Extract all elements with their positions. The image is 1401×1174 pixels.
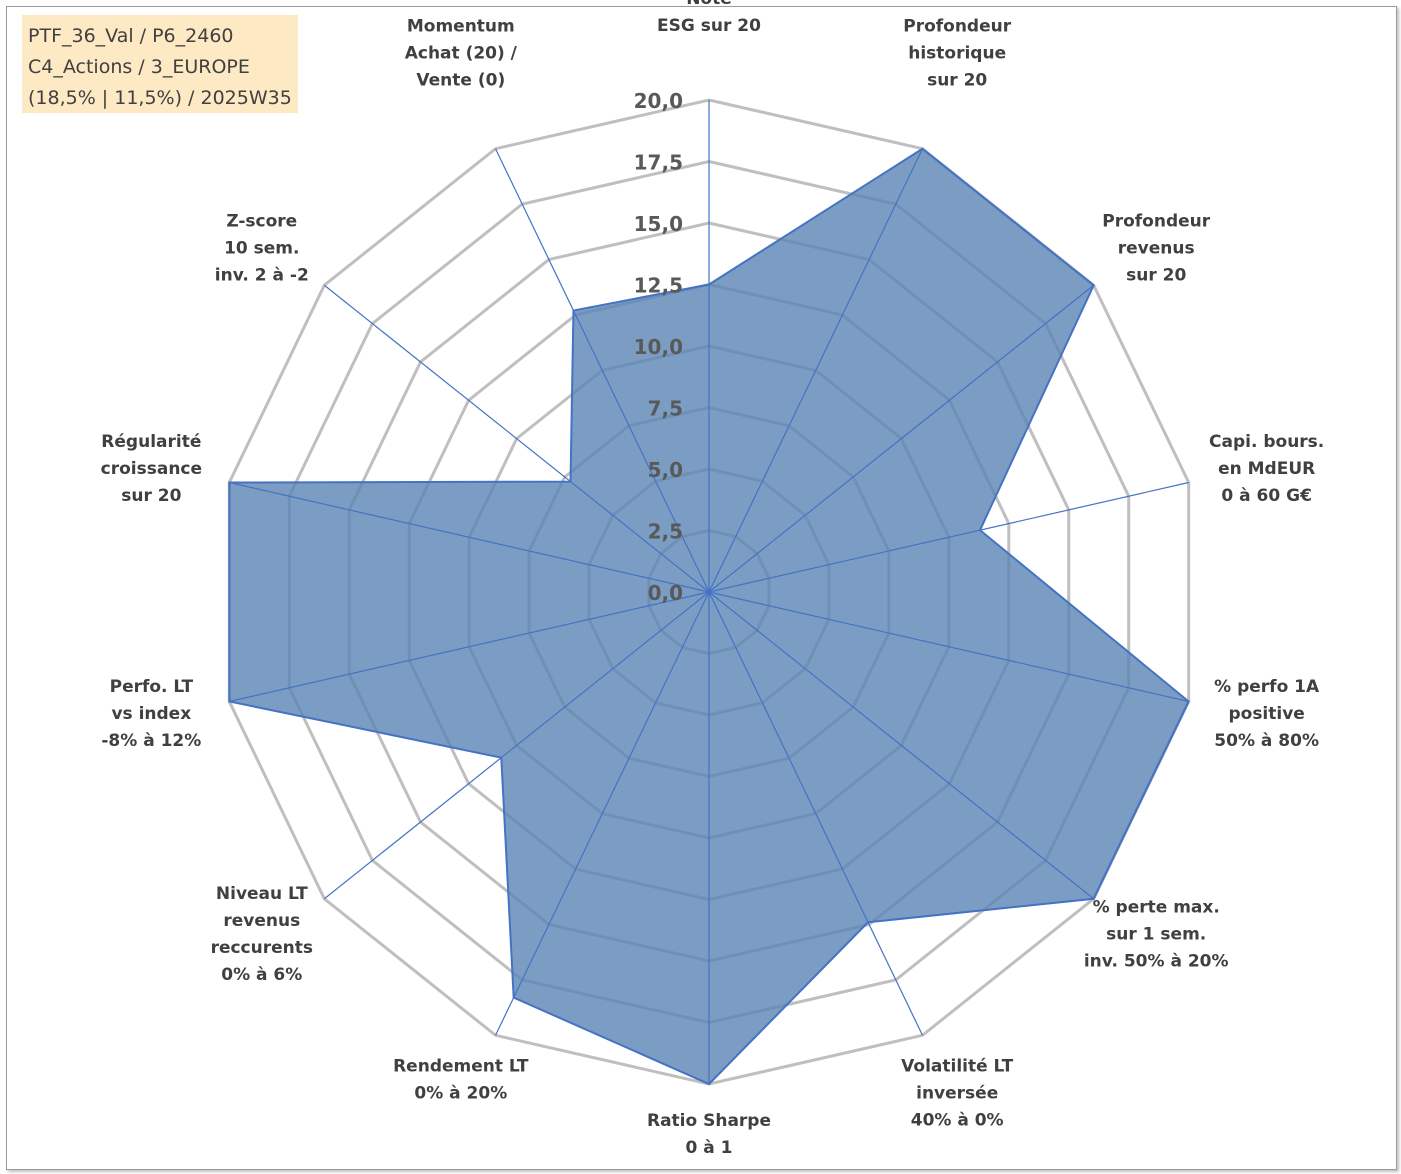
axis-label-11-line-1: croissance xyxy=(101,459,202,479)
axis-label-2-line-0: Profondeur xyxy=(1102,212,1211,232)
axis-label-6-line-1: inversée xyxy=(916,1084,998,1104)
tick-label-5: 12,5 xyxy=(634,274,683,298)
axis-label-9-line-3: 0% à 6% xyxy=(221,965,302,985)
axis-label-6: Volatilité LT inversée 40% à 0% xyxy=(901,1057,1013,1131)
spoke-4 xyxy=(708,591,1189,703)
axis-label-9-line-2: reccurents xyxy=(211,938,313,958)
spoke-9 xyxy=(323,591,710,900)
axis-label-12-line-2: inv. 2 à -2 xyxy=(215,266,309,286)
axis-label-0-line-1: ESG sur 20 xyxy=(657,16,761,36)
axis-label-5: % perte max. sur 1 sem. inv. 50% à 20% xyxy=(1084,897,1229,971)
axis-label-1-line-0: Profondeur xyxy=(903,16,1012,36)
axis-label-5-line-2: inv. 50% à 20% xyxy=(1084,951,1229,971)
axis-label-4-line-1: positive xyxy=(1228,704,1304,724)
axis-label-3-line-2: 0 à 60 G€ xyxy=(1221,486,1312,506)
axis-label-0: Note ESG sur 20 xyxy=(657,0,761,36)
axis-label-3-line-0: Capi. bours. xyxy=(1209,432,1324,452)
spoke-5 xyxy=(708,591,1095,900)
axis-label-13-line-1: Achat (20) / xyxy=(405,43,518,63)
axis-label-9-line-0: Niveau LT xyxy=(216,884,308,904)
axis-label-5-line-1: sur 1 sem. xyxy=(1106,924,1206,944)
axis-label-6-line-2: 40% à 0% xyxy=(911,1111,1004,1131)
spoke-8 xyxy=(494,591,710,1036)
tick-layer: 0,0 2,5 5,0 7,5 10,0 12,5 15,0 17,5 20,0 xyxy=(634,89,683,605)
axis-label-1-line-2: sur 20 xyxy=(927,70,987,90)
axis-label-7-line-0: Ratio Sharpe xyxy=(647,1111,771,1131)
axis-label-2-line-1: revenus xyxy=(1118,239,1195,259)
spoke-6 xyxy=(708,591,924,1036)
axis-label-4-line-2: 50% à 80% xyxy=(1214,731,1319,751)
axis-label-1: Profondeur historique sur 20 xyxy=(903,16,1012,90)
tick-label-8: 20,0 xyxy=(634,89,683,113)
info-line-portfolio: PTF_36_Val / P6_2460 xyxy=(28,25,234,47)
spoke-3 xyxy=(708,481,1189,593)
portfolio-info-box: PTF_36_Val / P6_2460 C4_Actions / 3_EURO… xyxy=(22,15,298,113)
axis-label-3: Capi. bours. en MdEUR 0 à 60 G€ xyxy=(1209,432,1324,506)
axis-label-12: Z-score 10 sem. inv. 2 à -2 xyxy=(215,212,309,286)
axis-label-13-line-0: Momentum xyxy=(407,16,515,36)
axis-label-12-line-0: Z-score xyxy=(226,212,297,232)
spoke-10 xyxy=(229,591,710,703)
tick-label-7: 17,5 xyxy=(634,151,683,175)
axis-label-11-line-2: sur 20 xyxy=(121,486,181,506)
info-line-performance: (18,5% | 11,5%) / 2025W35 xyxy=(28,87,292,109)
axis-label-layer: Note ESG sur 20 Profondeur historique sur 20… xyxy=(101,0,1325,1158)
axis-label-1-line-1: historique xyxy=(908,43,1006,63)
tick-label-6: 15,0 xyxy=(634,212,683,236)
axis-label-4-line-0: % perfo 1A xyxy=(1214,677,1320,697)
tick-label-3: 7,5 xyxy=(648,397,683,421)
axis-label-6-line-0: Volatilité LT xyxy=(901,1057,1013,1077)
info-line-category: C4_Actions / 3_EUROPE xyxy=(28,56,250,78)
axis-label-10-line-2: -8% à 12% xyxy=(101,731,201,751)
tick-label-2: 5,0 xyxy=(648,458,683,482)
axis-label-8-line-1: 0% à 20% xyxy=(414,1084,507,1104)
spoke-12 xyxy=(323,284,710,593)
axis-label-5-line-0: % perte max. xyxy=(1093,897,1220,917)
axis-label-3-line-1: en MdEUR xyxy=(1218,459,1315,479)
axis-label-10: Perfo. LT vs index -8% à 12% xyxy=(101,677,201,751)
axis-label-9-line-1: revenus xyxy=(223,911,300,931)
axis-label-8-line-0: Rendement LT xyxy=(393,1057,529,1077)
axis-label-10-line-1: vs index xyxy=(111,704,191,724)
axis-label-9: Niveau LT revenus reccurents 0% à 6% xyxy=(211,884,313,985)
axis-label-12-line-1: 10 sem. xyxy=(224,239,299,259)
tick-label-4: 10,0 xyxy=(634,335,683,359)
axis-label-8: Rendement LT 0% à 20% xyxy=(393,1057,529,1104)
tick-label-0: 0,0 xyxy=(648,581,683,605)
axis-label-13-line-2: Vente (0) xyxy=(416,70,505,90)
axis-label-2-line-2: sur 20 xyxy=(1126,266,1186,286)
axis-label-11: Régularité croissance sur 20 xyxy=(101,432,202,506)
tick-label-1: 2,5 xyxy=(648,520,683,544)
axis-label-2: Profondeur revenus sur 20 xyxy=(1102,212,1211,286)
axis-label-7-line-1: 0 à 1 xyxy=(686,1138,733,1158)
axis-label-4: % perfo 1A positive 50% à 80% xyxy=(1214,677,1320,751)
axis-label-10-line-0: Perfo. LT xyxy=(110,677,194,697)
axis-label-7: Ratio Sharpe 0 à 1 xyxy=(647,1111,771,1158)
spoke-11 xyxy=(229,481,710,593)
spoke-1 xyxy=(708,148,924,593)
spoke-2 xyxy=(708,284,1095,593)
axis-label-13: Momentum Achat (20) / Vente (0) xyxy=(405,16,518,90)
spoke-layer xyxy=(229,100,1189,1084)
axis-label-11-line-0: Régularité xyxy=(101,432,201,452)
spoke-13 xyxy=(494,148,710,593)
axis-label-0-line-0: Note xyxy=(686,0,732,9)
